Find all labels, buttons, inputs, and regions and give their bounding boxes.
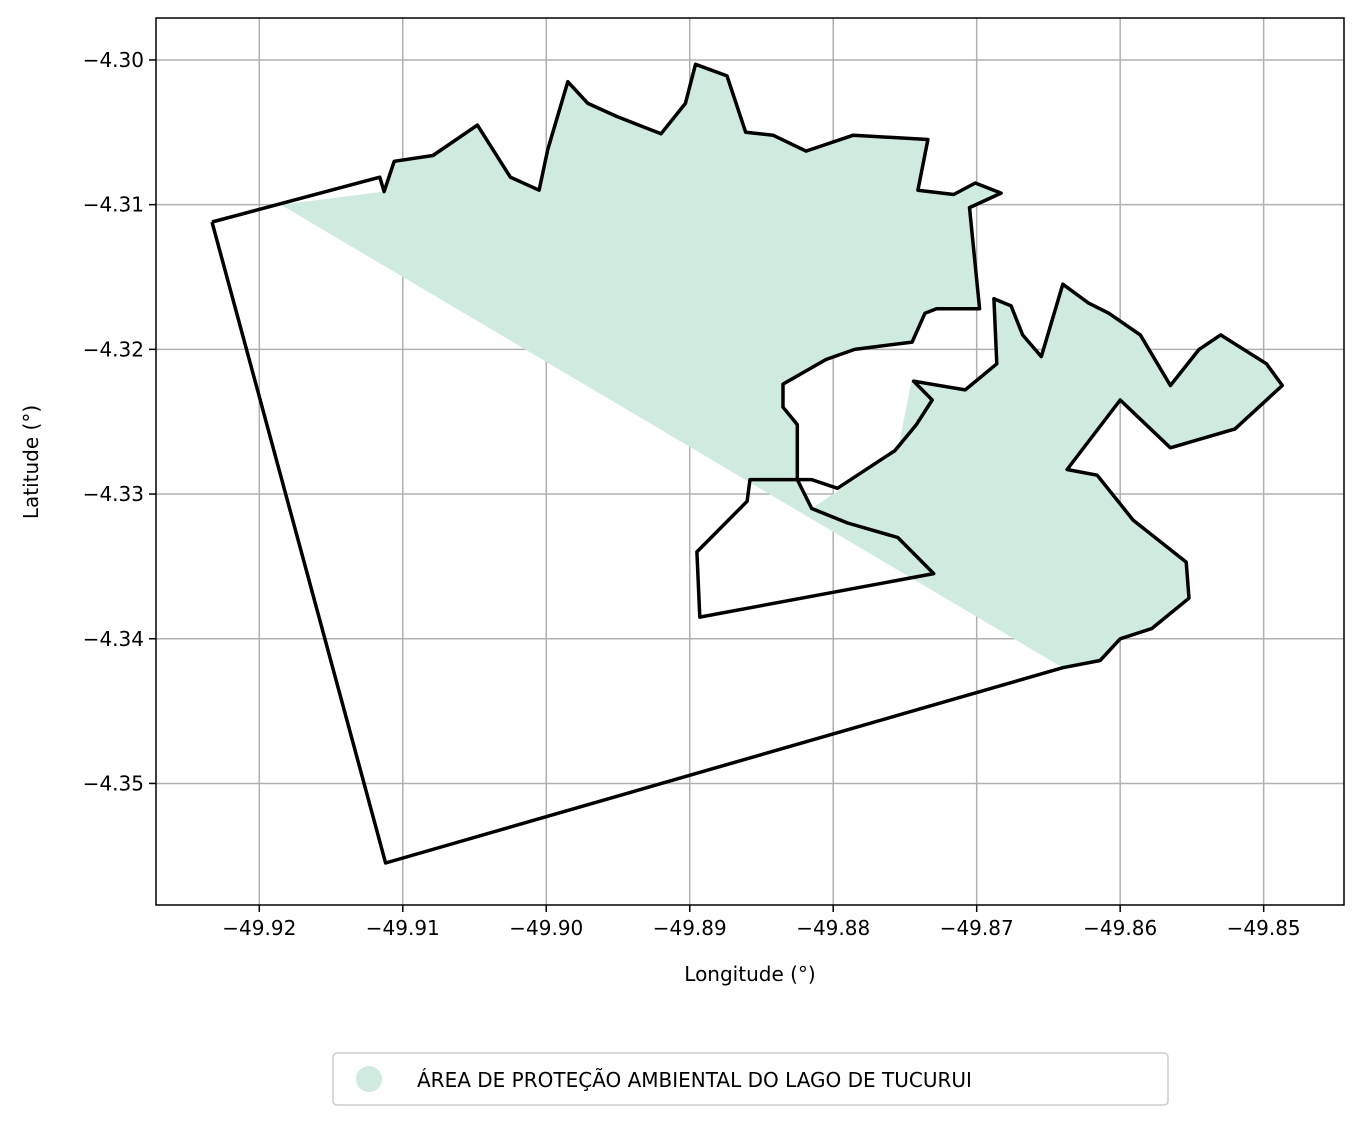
- x-axis-ticks: −49.92 −49.91 −49.90 −49.89 −49.88 −49.87 −49.…: [222, 905, 1301, 940]
- legend-box: [332, 1052, 1169, 1106]
- x-tick-label: −49.90: [509, 916, 583, 940]
- legend: ÁREA DE PROTEÇÃO AMBIENTAL DO LAGO DE TU…: [332, 1052, 1169, 1106]
- x-tick-label: −49.88: [796, 916, 870, 940]
- protected-area-fill: [280, 64, 1283, 668]
- x-tick-label: −49.87: [940, 916, 1014, 940]
- data-layer: [210, 62, 1285, 865]
- study-area-outline: [210, 62, 1285, 865]
- axes-frame: [155, 17, 1345, 906]
- x-tick-label: −49.89: [653, 916, 727, 940]
- y-tick-label: −4.33: [83, 482, 144, 506]
- x-tick-label: −49.92: [222, 916, 296, 940]
- legend-swatch: [356, 1066, 382, 1092]
- y-tick-label: −4.30: [83, 48, 144, 72]
- y-axis-label: Latitude (°): [19, 405, 43, 519]
- plot-area: [155, 17, 1345, 906]
- y-axis-ticks: −4.30 −4.31 −4.32 −4.33 −4.34 −4.35: [83, 48, 156, 795]
- y-tick-label: −4.34: [83, 627, 144, 651]
- legend-entry-label: ÁREA DE PROTEÇÃO AMBIENTAL DO LAGO DE TU…: [417, 1068, 972, 1092]
- x-tick-label: −49.86: [1083, 916, 1157, 940]
- x-axis-label: Longitude (°): [684, 962, 815, 986]
- y-tick-label: −4.31: [83, 193, 144, 217]
- y-tick-label: −4.32: [83, 337, 144, 361]
- y-tick-label: −4.35: [83, 771, 144, 795]
- x-tick-label: −49.85: [1227, 916, 1301, 940]
- x-tick-label: −49.91: [366, 916, 440, 940]
